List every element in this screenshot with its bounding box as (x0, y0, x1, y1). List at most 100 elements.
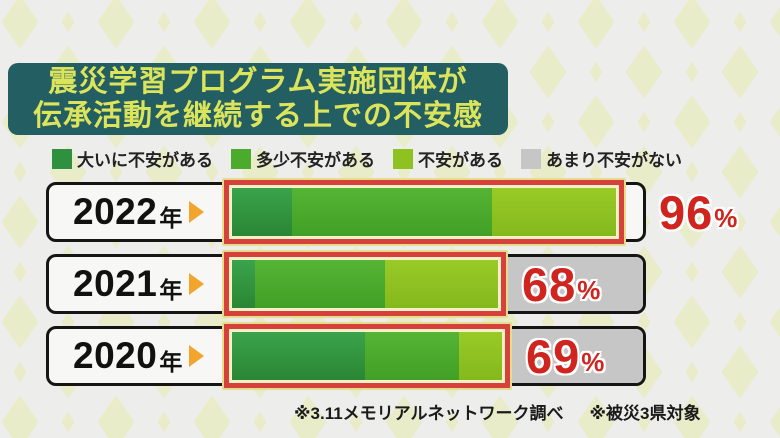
bar-inner (229, 257, 501, 311)
bar-segment-2 (384, 260, 498, 308)
legend-item-0: 大いに不安がある (52, 146, 213, 171)
anxiety-bar-highlighted (222, 322, 512, 390)
year-row-2020: 2020 年 69% (46, 322, 646, 390)
legend-item-1: 多少不安がある (231, 146, 375, 171)
percent-number: 69 (526, 329, 581, 383)
diamond-shape (769, 195, 780, 249)
diamond-shape (1, 395, 39, 438)
diamond-shape (637, 411, 651, 433)
diamond-shape (721, 45, 759, 99)
diamond-shape (733, 211, 747, 233)
diamond-shape (541, 11, 555, 33)
diamond-shape (637, 111, 651, 133)
diamond-shape (577, 0, 615, 49)
year-text: 2021 (73, 263, 158, 304)
year-label: 2021 年 (73, 257, 205, 311)
diamond-shape (541, 111, 555, 133)
bar-segments (232, 332, 502, 380)
diamond-shape (301, 161, 315, 183)
diamond-shape (445, 11, 459, 33)
diamond-shape (733, 311, 747, 333)
diamond-shape (733, 111, 747, 133)
diamond-shape (205, 161, 219, 183)
diamond-shape (13, 361, 27, 383)
chart-legend: 大いに不安がある 多少不安がある 不安がある あまり不安がない (52, 146, 682, 171)
percent-number: 96 (659, 185, 714, 239)
diamond-shape (769, 295, 780, 349)
year-suffix-text: 年 (159, 205, 183, 231)
bar-segment-1 (365, 332, 459, 380)
diamond-shape (157, 11, 171, 33)
bar-segments (232, 260, 498, 308)
legend-item-label: あまり不安がない (546, 151, 682, 170)
diamond-shape (589, 61, 603, 83)
diamond-shape (385, 0, 423, 49)
bar-segment-0 (232, 188, 292, 236)
bar-segment-2 (492, 188, 616, 236)
diamond-shape (253, 411, 267, 433)
bar-segment-2 (458, 332, 502, 380)
diamond-shape (97, 395, 135, 438)
diamond-shape (61, 411, 75, 433)
diamond-shape (673, 0, 711, 49)
year-text: 2022 (73, 191, 158, 232)
title-line-2: 伝承活動を継続する上での不安感 (32, 100, 483, 132)
diamond-shape (349, 411, 363, 433)
year-suffix-text: 年 (159, 349, 183, 375)
percent-sign: % (581, 346, 605, 377)
legend-item-label: 不安がある (418, 151, 503, 170)
year-row-2021: 2021 年 68% (46, 250, 646, 318)
diamond-shape (625, 45, 663, 99)
diamond-shape (589, 161, 603, 183)
bar-inner (229, 329, 505, 383)
legend-item-2: 不安がある (393, 146, 503, 171)
page-title: 震災学習プログラム実施団体が 伝承活動を継続する上での不安感 (8, 63, 508, 135)
no-anxiety-remainder (506, 329, 643, 383)
diamond-shape (769, 395, 780, 438)
diamond-shape (541, 411, 555, 433)
title-line-1: 震災学習プログラム実施団体が (48, 66, 468, 98)
diamond-shape (157, 411, 171, 433)
percent-sign: % (714, 202, 738, 233)
source-note: ※3.11メモリアルネットワーク調べ ※被災3県対象 (294, 399, 701, 424)
bar-segment-0 (232, 260, 256, 308)
bar-segment-1 (292, 188, 492, 236)
year-label: 2020 年 (73, 329, 205, 383)
source-note-scope: ※被災3県対象 (589, 404, 701, 423)
diamond-shape (1, 0, 39, 49)
diamond-shape (685, 261, 699, 283)
diamond-shape (685, 361, 699, 383)
diamond-shape (733, 411, 747, 433)
diamond-shape (769, 95, 780, 149)
diamond-shape (445, 411, 459, 433)
percent-value: 96% (659, 185, 737, 239)
percent-sign: % (577, 274, 601, 305)
diamond-shape (577, 95, 615, 149)
diamond-shape (673, 95, 711, 149)
chart-rows: 2022 年 96% 2021 年 68% 2020 年 69% (46, 178, 737, 398)
arrow-right-icon (189, 273, 205, 295)
anxiety-bar-highlighted (222, 178, 626, 246)
legend-swatch-icon (521, 148, 541, 169)
diamond-shape (769, 0, 780, 49)
legend-swatch-icon (52, 148, 72, 169)
source-note-survey: ※3.11メモリアルネットワーク調べ (294, 404, 564, 423)
percent-value: 68% (522, 257, 600, 311)
bar-segment-0 (232, 332, 366, 380)
percent-value: 69% (526, 329, 604, 383)
diamond-shape (1, 295, 39, 349)
arrow-right-icon (189, 345, 205, 367)
bar-segment-1 (255, 260, 385, 308)
diamond-shape (1, 195, 39, 249)
legend-item-3: あまり不安がない (521, 146, 682, 171)
arrow-right-icon (189, 201, 205, 223)
diamond-shape (97, 0, 135, 49)
diamond-shape (721, 345, 759, 399)
diamond-shape (673, 295, 711, 349)
diamond-shape (493, 161, 507, 183)
diamond-shape (481, 0, 519, 49)
legend-item-label: 大いに不安がある (77, 151, 213, 170)
diamond-shape (529, 45, 567, 99)
year-row-2022: 2022 年 96% (46, 178, 737, 246)
